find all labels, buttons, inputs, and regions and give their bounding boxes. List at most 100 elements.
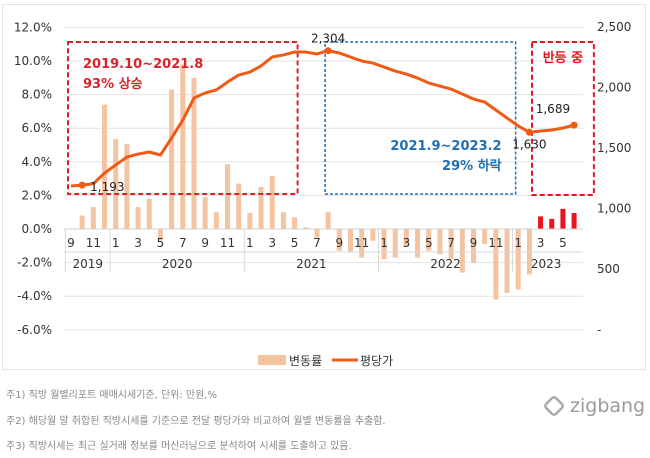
bar-2022.3 [403,229,409,246]
footnote-2: 주2) 해당월 말 취합된 직방시세를 기준으로 전달 평당가와 비교하여 월별… [6,416,386,427]
bar-2022.9 [470,229,476,263]
bar-2020.1 [113,139,119,229]
price-point-label: 1,193 [90,180,124,194]
annotation-box [67,41,299,195]
bar-2022.10 [482,229,488,245]
bar-2022.4 [415,229,421,258]
x-tick-label: 11 [220,236,235,250]
right-axis-tick: - [597,323,601,337]
bar-2020.9 [202,197,208,229]
x-tick-label: 11 [354,236,369,250]
bar-2021.6 [303,227,309,229]
bar-2022.8 [459,229,465,273]
x-tick-label: 5 [291,236,299,250]
annotation-text: 2021.9~2023.2 [390,139,501,154]
logo-text: zigbang [570,395,646,417]
x-tick-label: 3 [403,236,411,250]
bar-2020.10 [213,212,219,229]
bar-2021.2 [258,187,264,229]
right-axis-tick: 2,500 [597,20,631,34]
x-tick-label: 7 [447,236,455,250]
bar-2021.3 [269,176,275,229]
footnote-1: 주1) 직방 월별리포트 매매시세기준, 단위: 만원,% [6,390,217,401]
annotation-box [530,41,595,196]
x-tick-label: 5 [425,236,433,250]
zigbang-logo: zigbang [543,395,645,417]
bar-2020.6 [169,89,175,229]
left-axis-tick: 8.0% [22,88,53,102]
x-tick-label: 9 [470,236,478,250]
x-tick-label: 5 [157,236,165,250]
left-axis-tick: -2.0% [17,256,52,270]
left-axis-tick: 0.0% [22,222,53,236]
bar-2021.10 [348,229,353,253]
x-tick-label: 9 [335,236,343,250]
x-tick-label: 7 [313,236,321,250]
left-axis-tick: 4.0% [22,155,53,169]
bar-2023.1 [515,229,521,290]
bar-2020.12 [236,183,242,229]
x-tick-label: 3 [537,236,545,250]
price-point-label: 1,630 [512,137,546,151]
bar-2022.1 [381,229,387,260]
bar-2022.11 [493,229,499,300]
annotation-text: 29% 하락 [442,158,502,174]
bar-2021.12 [370,229,376,241]
x-tick-label: 3 [134,236,142,250]
bar-2023.3 [538,216,544,229]
price-point-label: 2,304 [311,32,345,46]
right-axis-tick: 1,500 [597,141,631,155]
zigbang-logo-icon [544,396,564,416]
bar-2023.6 [571,213,577,229]
bar-2020.2 [124,144,130,229]
bar-2021.7 [314,229,320,238]
legend-swatch-bar [258,355,286,365]
left-axis-tick: 2.0% [22,188,53,202]
left-axis-tick: 10.0% [14,54,52,68]
bar-2019.10 [79,215,85,229]
bar-2022.5 [426,229,432,251]
x-tick-label: 11 [86,236,101,250]
year-label: 2021 [296,257,327,271]
left-axis-tick: -6.0% [17,323,52,337]
bar-2020.4 [146,198,152,229]
legend-label-line: 평당가 [360,354,393,368]
bar-2023.5 [560,208,566,229]
bar-2021.8 [325,212,331,229]
bar-2019.12 [102,104,108,229]
bar-2022.6 [437,229,443,255]
price-point-label: 1,689 [536,102,570,116]
price-line [70,49,575,188]
x-tick-label: 7 [179,236,187,250]
annotation-box [324,41,517,195]
bar-2020.5 [157,229,163,241]
bar-2021.11 [359,229,365,258]
right-axis-tick: 500 [597,262,620,276]
x-tick-label: 1 [112,236,120,250]
bar-2019.11 [90,207,96,229]
bar-2022.12 [504,229,510,293]
year-label: 2020 [162,257,193,271]
bar-2021.1 [247,213,253,229]
x-tick-label: 9 [67,236,75,250]
annotation-text: 2019.10~2021.8 [83,57,203,72]
x-tick-label: 3 [268,236,276,250]
chart: 12.0% 10.0% 8.0% 6.0% 4.0% 2.0% 0.0% -2.0% -4.0%… [14,20,631,368]
x-tick-label: 1 [514,236,522,250]
right-axis-tick: 1,000 [597,202,631,216]
x-tick-label: 9 [201,236,209,250]
annotation-text: 반등 중 [543,50,583,66]
left-axis-tick: 6.0% [22,121,53,135]
bar-2022.2 [392,229,398,258]
bar-2022.7 [448,229,454,260]
left-axis-tick: -4.0% [17,289,52,303]
price-point-marker [570,121,578,129]
bar-2020.8 [191,77,197,229]
bar-2020.11 [225,164,231,229]
bar-2021.5 [292,217,298,229]
x-tick-label: 1 [246,236,254,250]
annotation-text: 93% 상승 [83,77,143,92]
right-axis-tick: 2,000 [597,81,631,95]
legend-label-bar: 변동률 [289,354,322,368]
chart-frame [2,4,646,370]
